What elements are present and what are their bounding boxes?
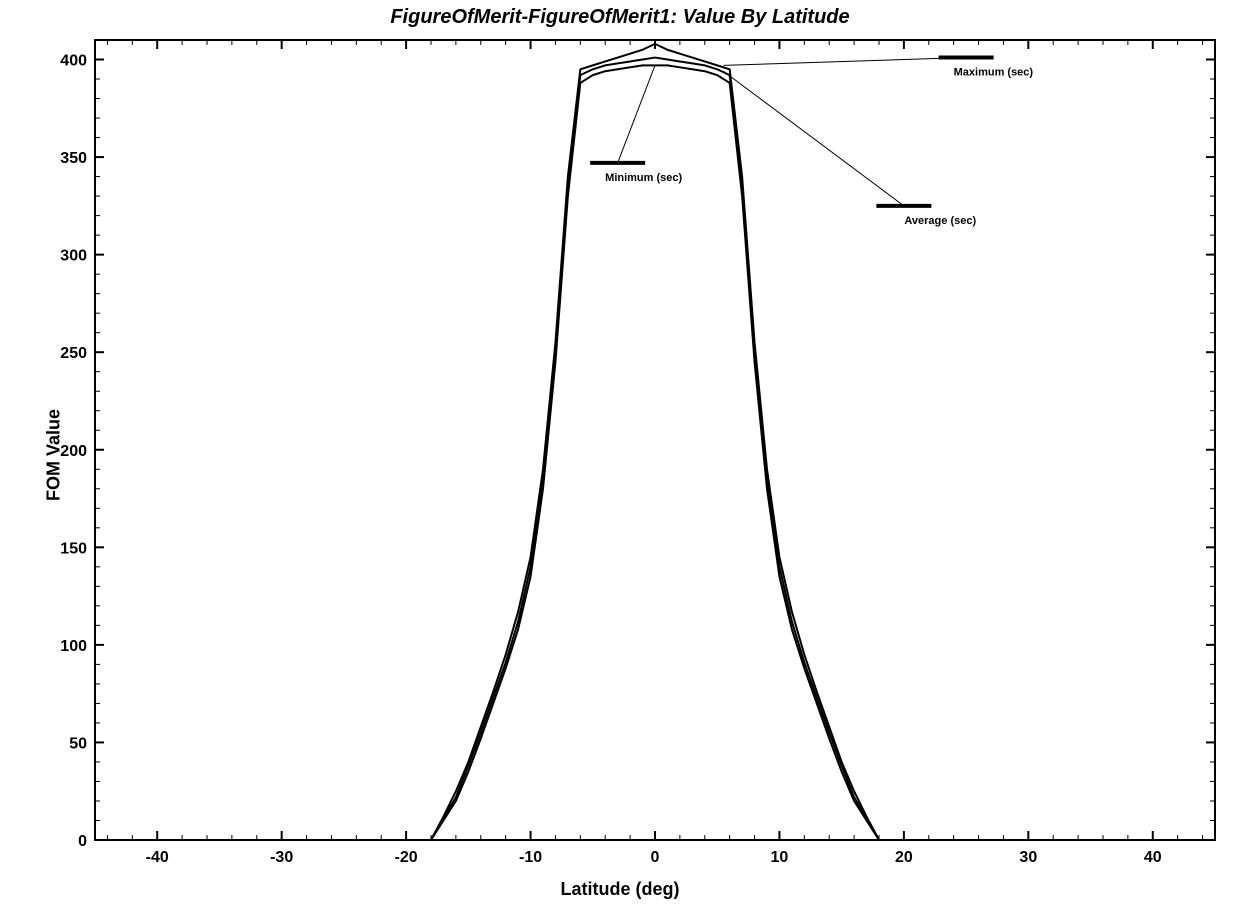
x-tick-label: -20 xyxy=(395,849,418,866)
x-tick-label: -10 xyxy=(519,849,542,866)
y-tick-label: 250 xyxy=(60,345,87,362)
y-tick-label: 350 xyxy=(60,150,87,167)
plot-frame xyxy=(95,40,1215,840)
callout-label: Maximum (sec) xyxy=(954,67,1034,79)
callout-label: Minimum (sec) xyxy=(605,172,682,184)
x-tick-label: 0 xyxy=(651,849,660,866)
x-tick-label: 20 xyxy=(895,849,913,866)
x-tick-label: 30 xyxy=(1019,849,1037,866)
x-tick-label: 10 xyxy=(771,849,789,866)
y-tick-label: 300 xyxy=(60,248,87,265)
y-tick-label: 0 xyxy=(78,833,87,850)
y-tick-label: 50 xyxy=(69,735,87,752)
y-tick-label: 100 xyxy=(60,638,87,655)
callout-label: Average (sec) xyxy=(904,215,976,227)
x-tick-label: -40 xyxy=(146,849,169,866)
chart-container: FigureOfMerit-FigureOfMerit1: Value By L… xyxy=(0,0,1240,910)
y-tick-label: 400 xyxy=(60,53,87,70)
plot-area: -40-30-20-100102030400501001502002503003… xyxy=(0,0,1240,910)
x-tick-label: -30 xyxy=(270,849,293,866)
y-tick-label: 200 xyxy=(60,443,87,460)
y-tick-label: 150 xyxy=(60,540,87,557)
x-tick-label: 40 xyxy=(1144,849,1162,866)
